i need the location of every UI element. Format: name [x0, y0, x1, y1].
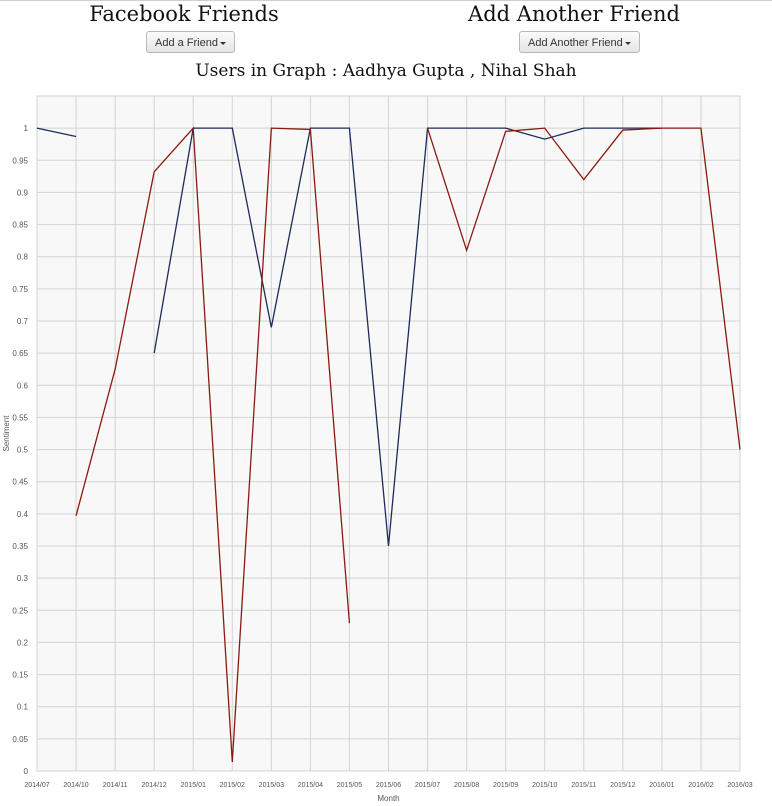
y-tick-label: 0.45 — [12, 478, 28, 487]
y-tick-label: 1 — [24, 124, 29, 133]
x-tick-label: 2015/09 — [493, 782, 518, 789]
x-tick-label: 2015/01 — [181, 782, 206, 789]
y-tick-label: 0.6 — [17, 381, 29, 390]
y-tick-label: 0.1 — [17, 703, 29, 712]
x-tick-label: 2015/03 — [259, 782, 284, 789]
y-tick-label: 0.65 — [12, 349, 28, 358]
y-tick-label: 0.85 — [12, 221, 28, 230]
top-border — [0, 0, 772, 1]
x-tick-label: 2015/04 — [298, 782, 323, 789]
x-tick-label: 2015/05 — [337, 782, 362, 789]
y-tick-label: 0.15 — [12, 671, 28, 680]
y-tick-label: 0 — [24, 767, 29, 776]
x-tick-label: 2015/11 — [571, 782, 596, 789]
y-tick-label: 0.95 — [12, 156, 28, 165]
series-1 — [36, 127, 662, 547]
y-tick-label: 0.55 — [12, 413, 28, 422]
series-line — [75, 126, 351, 763]
y-tick-label: 0.7 — [17, 317, 29, 326]
x-tick-label: 2015/08 — [454, 782, 479, 789]
grid-lines — [36, 96, 741, 772]
y-tick-label: 0.3 — [17, 574, 29, 583]
x-tick-label: 2015/12 — [610, 782, 635, 789]
series-lines — [36, 126, 741, 763]
y-tick-label: 0.9 — [17, 188, 29, 197]
add-a-friend-label: Add a Friend — [155, 37, 218, 49]
x-tick-label: 2015/02 — [220, 782, 245, 789]
x-tick-labels: 2014/07 2014/10 2014/11 2014/12 2015/01 2015/… — [24, 782, 752, 789]
y-tick-label: 0.75 — [12, 285, 28, 294]
add-a-friend-button[interactable]: Add a Friend — [146, 31, 235, 53]
x-tick-label: 2014/11 — [103, 782, 128, 789]
add-another-friend-label: Add Another Friend — [528, 37, 623, 49]
y-tick-label: 0.2 — [17, 638, 29, 647]
y-tick-labels: 0 0.05 0.1 0.15 0.2 0.25 0.3 0.35 0.4 0.45 0.5 0.55… — [12, 124, 28, 776]
add-another-friend-title: Add Another Friend — [468, 2, 680, 26]
x-tick-label: 2015/10 — [532, 782, 557, 789]
x-tick-label: 2014/12 — [142, 782, 167, 789]
y-tick-label: 0.5 — [17, 446, 29, 455]
y-tick-label: 0.05 — [12, 735, 28, 744]
x-tick-label: 2015/07 — [415, 782, 440, 789]
x-tick-label: 2016/01 — [649, 782, 674, 789]
series-line — [153, 127, 662, 547]
x-tick-label: 2015/06 — [376, 782, 401, 789]
x-tick-label: 2016/03 — [727, 782, 752, 789]
caret-down-icon — [219, 41, 226, 45]
add-another-friend-button[interactable]: Add Another Friend — [519, 31, 640, 53]
y-tick-label: 0.8 — [17, 253, 29, 262]
y-tick-label: 0.35 — [12, 542, 28, 551]
facebook-friends-title: Facebook Friends — [89, 2, 279, 26]
x-axis-label: Month — [377, 794, 399, 803]
series-line — [426, 127, 741, 450]
x-tick-label: 2014/07 — [24, 782, 49, 789]
caret-down-icon — [624, 41, 631, 45]
y-tick-label: 0.4 — [17, 510, 29, 519]
y-axis-label: Sentiment — [2, 415, 11, 452]
series-2 — [75, 126, 741, 763]
x-tick-label: 2016/02 — [688, 782, 713, 789]
x-tick-label: 2014/10 — [63, 782, 88, 789]
y-tick-label: 0.25 — [12, 606, 28, 615]
series-line — [36, 127, 77, 138]
graph-title: Users in Graph : Aadhya Gupta , Nihal Sh… — [195, 61, 577, 81]
